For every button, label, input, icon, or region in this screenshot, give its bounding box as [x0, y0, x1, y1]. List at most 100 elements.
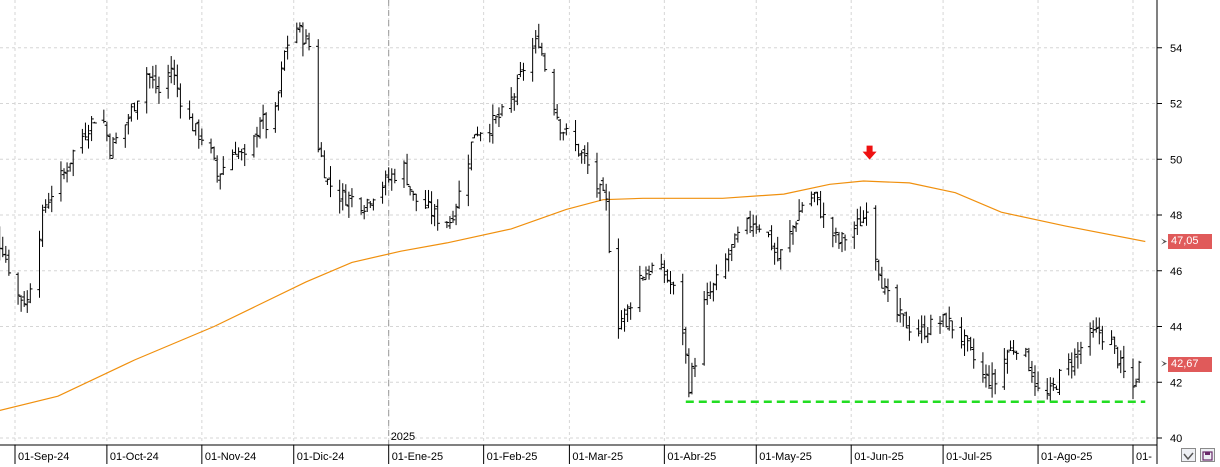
ohlc-bar: [757, 224, 762, 233]
down-arrow-marker: [862, 145, 877, 160]
ohlc-bar: [276, 91, 281, 111]
ohlc-bar: [904, 311, 909, 329]
ohlc-bar: [882, 278, 888, 295]
ohlc-bar: [729, 244, 734, 262]
ohlc-bar: [649, 262, 655, 274]
ohlc-bar: [371, 198, 376, 211]
x-tick-label: 01-Ago-25: [1041, 451, 1092, 463]
ohlc-bar: [744, 217, 750, 235]
ohlc-bar: [466, 154, 471, 207]
ohlc-bar: [594, 152, 600, 198]
ohlc-bar: [328, 166, 333, 198]
x-tick-label: 01-Abr-25: [667, 451, 716, 463]
ohlc-bar: [585, 142, 590, 175]
ohlc-bar: [735, 226, 741, 243]
save-icon[interactable]: [1200, 448, 1215, 462]
search-icon[interactable]: [1181, 448, 1196, 462]
ohlc-bar: [600, 177, 606, 192]
ohlc-bar: [230, 149, 235, 171]
ohlc-bar: [536, 23, 541, 49]
ohlc-bar: [1048, 377, 1053, 403]
ohlc-bar: [659, 253, 664, 270]
ohlc-bar: [986, 365, 992, 389]
ohlc-bar: [515, 74, 520, 106]
y-tick-label: 40: [1170, 433, 1182, 445]
ohlc-bar: [901, 313, 906, 327]
ohlc-bar: [67, 162, 73, 172]
ohlc-bar: [135, 100, 140, 120]
ohlc-bar: [1005, 349, 1010, 374]
ohlc-bar: [1011, 339, 1016, 355]
ohlc-bar: [386, 167, 391, 183]
ohlc-bar: [1072, 348, 1078, 376]
ohlc-bar: [368, 201, 373, 209]
ohlc-bar: [1094, 317, 1099, 333]
grid-layer: [0, 0, 1157, 445]
ohlc-bar: [616, 238, 621, 339]
ohlc-bar: [165, 64, 171, 99]
ohlc-bar: [919, 315, 924, 344]
ohlc-bar: [447, 216, 453, 229]
ohlc-bar: [708, 281, 713, 299]
ohlc-bar: [260, 104, 266, 130]
ohlc-bar: [668, 270, 673, 295]
ohlc-bar: [665, 269, 670, 283]
ohlc-bar: [876, 259, 881, 281]
ohlc-bar: [263, 112, 269, 139]
ohlc-bar: [554, 104, 560, 120]
ohlc-bar: [306, 32, 312, 51]
ohlc-bar: [1115, 346, 1120, 369]
overlay-layer: [685, 145, 1146, 404]
ohlc-bar: [1130, 358, 1136, 400]
ohlc-bar: [493, 115, 499, 124]
ohlc-bar: [925, 327, 930, 344]
y-tick-label: 48: [1170, 210, 1182, 222]
ohlc-bar: [732, 233, 738, 248]
ohlc-bar: [576, 143, 581, 157]
ohlc-bar: [521, 62, 526, 81]
ohlc-bar: [1069, 352, 1074, 379]
x-tick-label: 01-Jun-25: [854, 451, 904, 463]
ohlc-bar: [992, 369, 998, 395]
ohlc-bar: [940, 313, 946, 328]
y-tick-label: 44: [1170, 322, 1182, 334]
ohlc-bar: [821, 202, 826, 228]
ohlc-bar: [542, 52, 548, 72]
ohlc-bar: [426, 189, 431, 209]
ohlc-bar: [279, 61, 284, 98]
ohlc-bar: [208, 138, 214, 154]
ohlc-bar: [496, 107, 502, 128]
ohlc-bar: [971, 338, 976, 369]
ohlc-bar: [132, 102, 137, 112]
ohlc-bar: [6, 249, 12, 276]
x-tick-label: 01-Sep-24: [18, 451, 69, 463]
ohlc-bar: [303, 29, 309, 44]
ohlc-bar: [1121, 345, 1127, 379]
ohlc-bar: [701, 290, 707, 366]
ohlc-bar: [943, 312, 949, 328]
ohlc-bar: [236, 147, 241, 160]
ohlc-bar: [453, 203, 459, 226]
ohlc-bar: [864, 202, 869, 226]
ohlc-bar: [533, 30, 538, 54]
ohlc-bar: [1097, 317, 1102, 345]
ohlc-bar: [928, 314, 934, 336]
ohlc-bar: [64, 162, 70, 183]
ohlc-bar: [414, 193, 419, 212]
ohlc-bar: [450, 210, 456, 223]
ohlc-bar: [18, 295, 24, 312]
ohlc-bar: [962, 329, 967, 356]
last-price-value-label: 42,67: [1168, 356, 1212, 372]
ohlc-bar: [251, 134, 257, 158]
ohlc-bar: [705, 282, 710, 305]
y-tick-label: 50: [1170, 154, 1182, 166]
x-tick-label: 01-Oct-24: [110, 451, 159, 463]
ohlc-bar: [392, 168, 398, 184]
y-tick-label: 46: [1170, 266, 1182, 278]
ohlc-bar: [487, 123, 492, 143]
ohlc-bar: [530, 37, 535, 82]
axis-layer: 40 42 44 46 48 50 52 54 01-Sep-24 01-Oct-24 01-Nov…: [0, 0, 1182, 464]
ohlc-bar: [778, 249, 783, 270]
ohlc-bar: [175, 64, 180, 98]
ohlc-bar: [754, 215, 759, 234]
